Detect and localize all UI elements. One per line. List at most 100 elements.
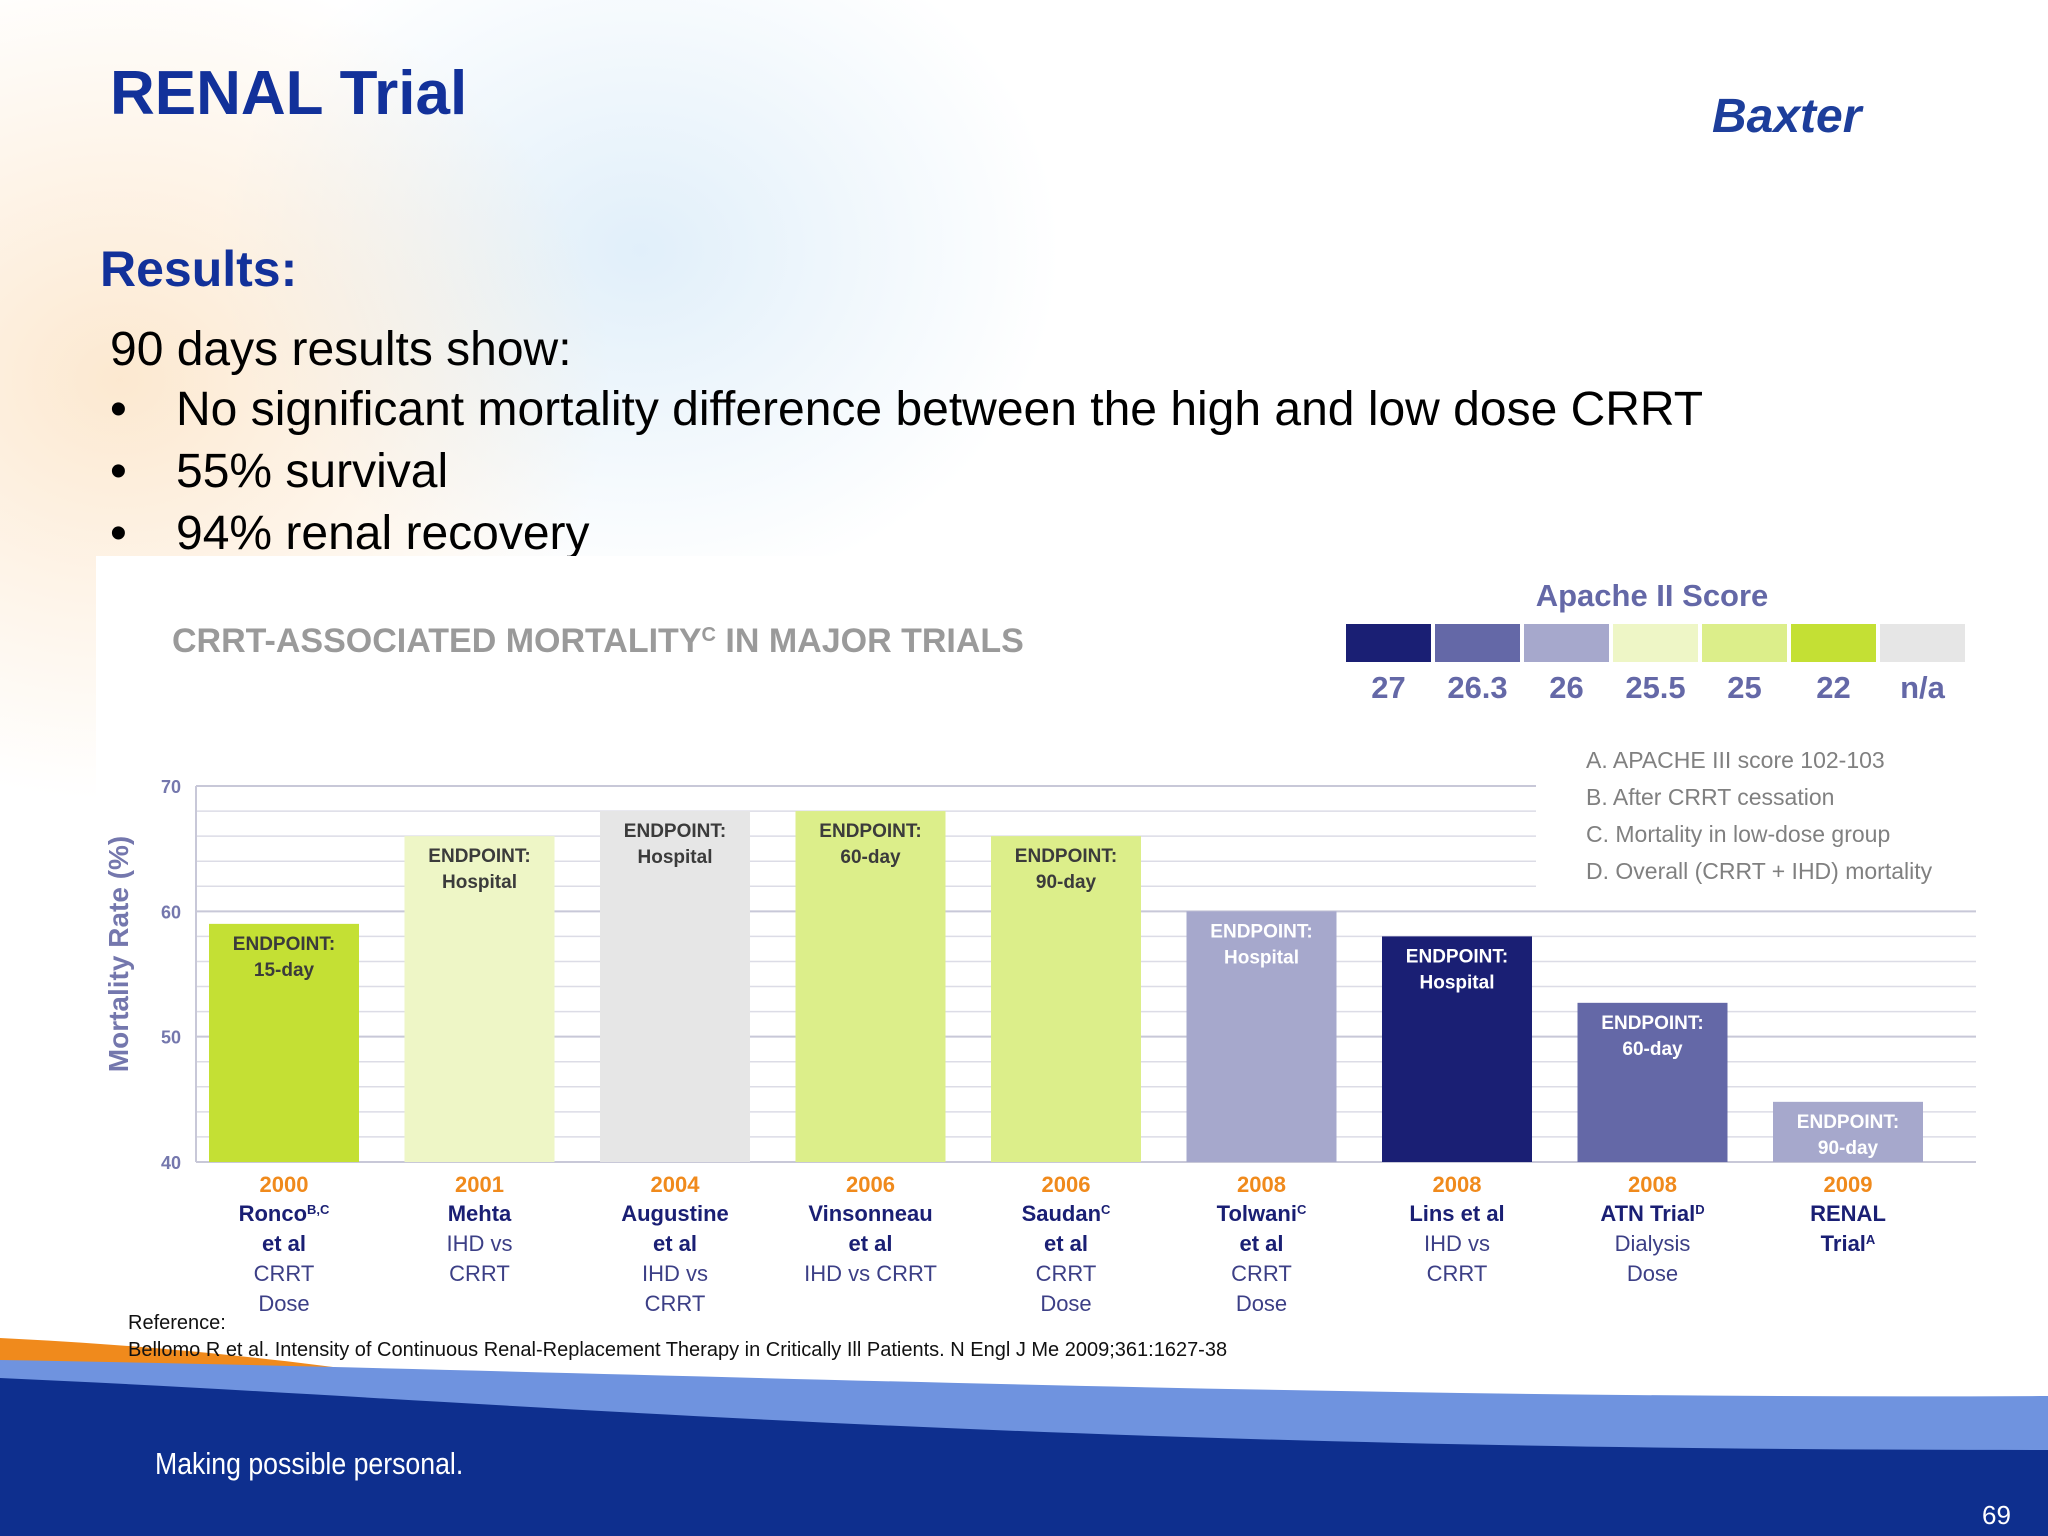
bar-category-label: IHD vs: [1424, 1231, 1490, 1256]
logo-text: Baxter: [1712, 90, 1864, 143]
legend-swatch: [1346, 624, 1431, 662]
bar-endpoint-label: 15-day: [254, 960, 315, 981]
y-tick-label: 40: [161, 1153, 181, 1173]
bar-endpoint-label: ENDPOINT:: [233, 934, 335, 955]
legend-label: 25.5: [1625, 670, 1685, 705]
page-number: 69: [1982, 1500, 2011, 1530]
footnotes-box: [1536, 734, 2006, 892]
footnote: B. After CRRT cessation: [1586, 784, 1834, 810]
legend-swatch: [1880, 624, 1965, 662]
bar: [404, 836, 555, 1162]
bar-year-label: 2008: [1237, 1172, 1286, 1197]
bar-endpoint-label: Hospital: [638, 847, 713, 868]
bar-endpoint-label: Hospital: [442, 872, 517, 893]
bar-endpoint-label: 90-day: [1036, 872, 1097, 893]
bullet-item: • 55% survival: [110, 445, 449, 498]
bar-category-label: Lins et al: [1409, 1201, 1504, 1226]
legend-swatch: [1524, 624, 1609, 662]
intro-text: 90 days results show:: [110, 323, 572, 376]
bullet-text: 94% renal recovery: [176, 507, 590, 560]
legend-swatch: [1613, 624, 1698, 662]
bar-endpoint-label: 60-day: [840, 847, 901, 868]
bar-category-label: Dose: [1627, 1261, 1678, 1286]
bar: [1382, 936, 1532, 1162]
bar-year-label: 2004: [651, 1172, 701, 1197]
bar-endpoint-label: Hospital: [1224, 947, 1299, 968]
legend-swatch: [1702, 624, 1787, 662]
bar-year-label: 2008: [1433, 1172, 1482, 1197]
bar-endpoint-label: ENDPOINT:: [1406, 946, 1508, 967]
bar-category-label: IHD vs: [447, 1231, 513, 1256]
y-axis-label: Mortality Rate (%): [103, 836, 134, 1072]
bar-category-label: CRRT: [645, 1291, 706, 1316]
bar-endpoint-label: ENDPOINT:: [1015, 846, 1117, 867]
legend-label: 22: [1816, 670, 1850, 705]
legend-swatch: [1791, 624, 1876, 662]
legend-title: Apache II Score: [1536, 578, 1769, 613]
footer-band: [0, 1338, 2048, 1536]
bar-endpoint-label: ENDPOINT:: [428, 846, 530, 867]
bar-category-label: IHD vs CRRT: [804, 1261, 937, 1286]
bullet-item: • 94% renal recovery: [110, 507, 590, 560]
y-tick-label: 50: [161, 1028, 181, 1048]
bar: [991, 836, 1141, 1162]
bar-endpoint-label: ENDPOINT:: [819, 821, 921, 842]
reference-label: Reference:: [128, 1312, 226, 1334]
bar: [1773, 1101, 1923, 1162]
bar-endpoint-label: ENDPOINT:: [1601, 1013, 1703, 1034]
bullet-text: 55% survival: [176, 445, 449, 498]
bar-endpoint-label: ENDPOINT:: [624, 821, 726, 842]
bar-endpoint-label: 60-day: [1622, 1039, 1683, 1060]
bar-year-label: 2006: [846, 1172, 895, 1197]
footnote: A. APACHE III score 102-103: [1586, 747, 1885, 773]
y-tick-label: 60: [161, 902, 181, 922]
footnote: C. Mortality in low-dose group: [1586, 821, 1890, 847]
bar: [795, 811, 946, 1162]
bar-category-label: Dose: [1040, 1291, 1091, 1316]
baxter-logo: Baxter: [1712, 90, 1864, 143]
legend-label: 27: [1371, 670, 1405, 705]
bar-endpoint-label: Hospital: [1420, 972, 1495, 993]
bar-category-label: RoncoB,C: [239, 1201, 330, 1226]
legend-label: 26: [1549, 670, 1583, 705]
bar-category-label: CRRT: [1036, 1261, 1097, 1286]
legend-swatch: [1435, 624, 1520, 662]
bar-category-label: Mehta: [448, 1201, 512, 1226]
bar-category-label: ATN TrialD: [1600, 1201, 1704, 1226]
bar-category-label: CRRT: [449, 1261, 510, 1286]
bar: [1186, 911, 1337, 1162]
y-tick-label: 70: [161, 777, 181, 797]
reference: Reference: Bellomo R et al. Intensity of…: [128, 1310, 1227, 1364]
legend-label: 26.3: [1447, 670, 1507, 705]
bar-year-label: 2008: [1628, 1172, 1677, 1197]
bullet-item: • No significant mortality difference bet…: [110, 383, 1704, 436]
bar-category-label: TrialA: [1821, 1231, 1876, 1256]
bar-category-label: et al: [848, 1231, 892, 1256]
bar: [1577, 1002, 1728, 1162]
bar-category-label: CRRT: [254, 1261, 315, 1286]
bar-year-label: 2001: [455, 1172, 504, 1197]
bar-category-label: et al: [1044, 1231, 1088, 1256]
bar-category-label: et al: [262, 1231, 306, 1256]
bar-category-label: Augustine: [621, 1201, 729, 1226]
bar-category-label: TolwaniC: [1217, 1201, 1307, 1226]
bar-category-label: IHD vs: [642, 1261, 708, 1286]
bar-category-label: RENAL: [1810, 1201, 1886, 1226]
bar: [600, 811, 750, 1162]
bar-category-label: Dialysis: [1615, 1231, 1691, 1256]
page-title: RENAL Trial: [110, 59, 468, 128]
bar-endpoint-label: ENDPOINT:: [1797, 1112, 1899, 1133]
bar-year-label: 2009: [1824, 1172, 1873, 1197]
bar-category-label: et al: [1239, 1231, 1283, 1256]
bar-category-label: CRRT: [1231, 1261, 1292, 1286]
footnote: D. Overall (CRRT + IHD) mortality: [1586, 858, 1933, 884]
bar-category-label: SaudanC: [1022, 1201, 1111, 1226]
tagline: Making possible personal.: [155, 1446, 464, 1481]
bullet-text: No significant mortality difference betw…: [176, 383, 1704, 436]
bar-category-label: Vinsonneau: [808, 1201, 932, 1226]
bar: [209, 923, 359, 1162]
legend-label: 25: [1727, 670, 1761, 705]
bar-category-label: et al: [653, 1231, 697, 1256]
bar-year-label: 2006: [1042, 1172, 1091, 1197]
